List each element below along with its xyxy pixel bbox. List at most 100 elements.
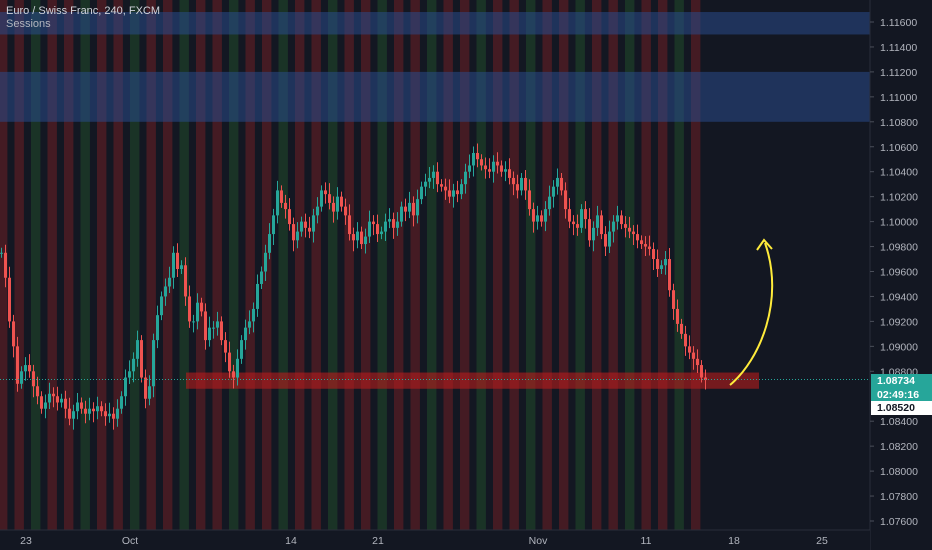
candle-body <box>704 377 707 381</box>
candle-body <box>4 252 7 278</box>
session-band <box>344 0 354 530</box>
candle-body <box>96 406 99 412</box>
session-band <box>0 0 8 530</box>
indicator-label[interactable]: Sessions <box>6 18 51 30</box>
candle-body <box>432 171 435 178</box>
candle-body <box>676 308 679 324</box>
candle-body <box>480 159 483 166</box>
candle-body <box>552 186 555 197</box>
candle-body <box>548 196 551 210</box>
session-band <box>361 0 371 530</box>
price-tick-label: 1.09800 <box>880 242 918 254</box>
candle-body <box>128 371 131 378</box>
candle-body <box>484 165 487 170</box>
candle-body <box>372 221 375 225</box>
session-band <box>64 0 74 530</box>
candle-body <box>72 411 75 419</box>
time-tick-label: 18 <box>728 535 740 547</box>
candle-body <box>256 283 259 309</box>
candle-body <box>116 408 119 419</box>
candle-body <box>88 408 91 414</box>
session-band <box>460 0 470 530</box>
time-tick-label: Nov <box>529 535 548 547</box>
candle-body <box>20 371 23 384</box>
candle-body <box>456 190 459 195</box>
session-band <box>575 0 585 530</box>
price-axis-background <box>870 0 932 550</box>
candle-body <box>544 209 547 222</box>
session-band <box>146 0 156 530</box>
candle-body <box>616 215 619 222</box>
price-tick-label: 1.11400 <box>880 42 917 54</box>
candle-body <box>220 321 223 341</box>
time-tick-label: 23 <box>20 535 32 547</box>
candle-body <box>364 236 367 245</box>
candle-body <box>412 202 415 216</box>
candle-body <box>396 221 399 228</box>
candle-body <box>84 408 87 414</box>
price-tick-label: 1.08400 <box>880 416 918 428</box>
session-band <box>559 0 569 530</box>
candle-body <box>324 190 327 195</box>
session-band <box>47 0 57 530</box>
candle-body <box>48 393 51 403</box>
candle-body <box>504 169 507 172</box>
overlay <box>0 238 870 386</box>
candle-body <box>156 315 159 341</box>
session-band <box>212 0 222 530</box>
candle-body <box>580 209 583 228</box>
candle-body <box>360 231 363 245</box>
session-band <box>328 0 338 530</box>
price-tick-label: 1.09000 <box>880 341 918 353</box>
chart-title[interactable]: Euro / Swiss Franc, 240, FXCM <box>6 5 161 17</box>
candle-body <box>532 209 535 222</box>
candle-body <box>584 209 587 220</box>
candle-body <box>368 221 371 237</box>
candle-body <box>232 371 235 378</box>
candle-body <box>176 252 179 270</box>
candle-body <box>700 365 703 378</box>
candle-body <box>524 177 527 191</box>
session-band <box>196 0 206 530</box>
candle-body <box>120 396 123 409</box>
candle-body <box>452 190 455 197</box>
candle-body <box>52 393 55 397</box>
candle-body <box>352 234 355 241</box>
candle-body <box>68 408 71 419</box>
time-axis-background <box>0 530 870 550</box>
candle-body <box>664 259 667 266</box>
time-tick-label: 11 <box>641 535 652 547</box>
session-band <box>592 0 602 530</box>
candle-body <box>460 184 463 195</box>
candle-body <box>12 321 15 347</box>
price-tick-label: 1.11600 <box>880 17 917 29</box>
resistance-zone-upper <box>0 12 870 35</box>
candle-body <box>528 190 531 210</box>
session-band <box>295 0 305 530</box>
candle-body <box>448 190 451 197</box>
candle-body <box>108 413 111 417</box>
candle-body <box>300 221 303 232</box>
session-band <box>394 0 404 530</box>
candle-body <box>184 265 187 297</box>
candles <box>0 143 707 430</box>
candle-body <box>312 215 315 232</box>
candle-body <box>248 321 251 328</box>
candle-body <box>500 165 503 172</box>
candle-body <box>16 346 19 384</box>
candle-body <box>180 265 183 270</box>
session-band <box>377 0 387 530</box>
candle-body <box>296 231 299 241</box>
session-band <box>130 0 140 530</box>
candle-body <box>288 209 291 225</box>
session-band <box>443 0 453 530</box>
session-band <box>625 0 635 530</box>
candle-body <box>80 402 83 409</box>
candle-body <box>304 221 307 228</box>
candle-body <box>568 209 571 222</box>
candle-body <box>136 340 139 359</box>
price-tick-label: 1.10000 <box>880 217 918 229</box>
candle-body <box>684 333 687 347</box>
candle-body <box>152 340 155 387</box>
